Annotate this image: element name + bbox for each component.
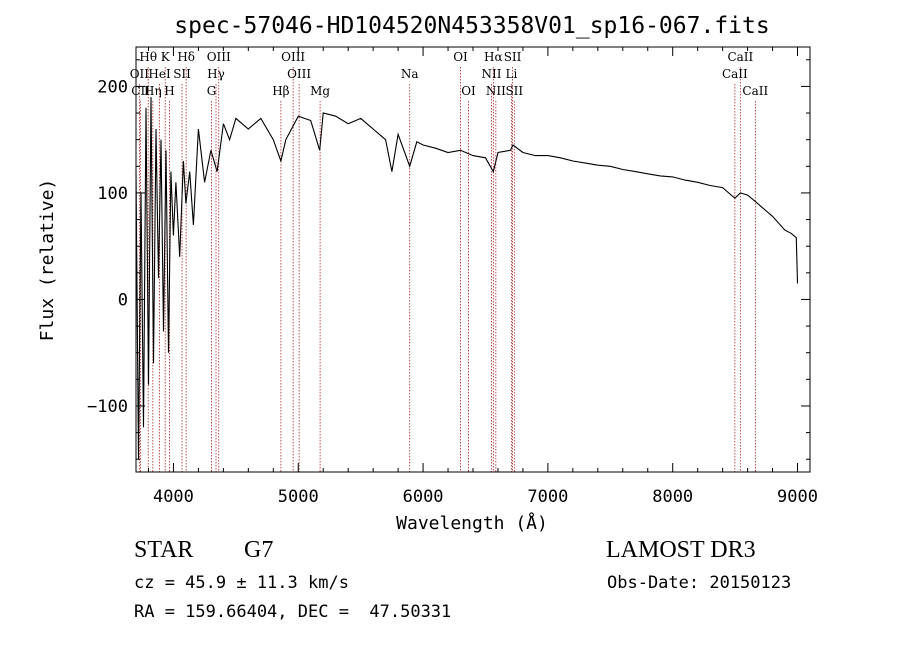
- object-subclass: G7: [244, 537, 274, 563]
- line-label-26: CaII: [722, 67, 748, 81]
- x-tick-label-5: 9000: [777, 487, 818, 507]
- y-tick-label-1: 0: [118, 290, 128, 310]
- object-class: STAR: [134, 537, 194, 563]
- line-label-16: Na: [401, 67, 419, 81]
- y-tick-label-3: 200: [97, 77, 128, 97]
- line-label-0: Hθ: [139, 50, 157, 64]
- line-label-15: Mg: [310, 84, 330, 98]
- ra-dec-coordinates: RA = 159.66404, DEC = 47.50331: [134, 602, 452, 622]
- line-label-11: G: [207, 84, 217, 98]
- line-label-24: SII: [505, 84, 523, 98]
- line-label-7: SII: [173, 67, 191, 81]
- chart-title: spec-57046-HD104520N453358V01_sp16-067.f…: [174, 13, 769, 39]
- redshift-velocity: cz = 45.9 ± 11.3 km/s: [134, 573, 349, 593]
- survey-name: LAMOST DR3: [606, 537, 756, 563]
- line-label-19: Hα: [484, 50, 503, 64]
- line-label-4: HeI: [148, 67, 171, 81]
- line-label-9: OIII: [207, 50, 231, 64]
- x-axis-label: Wavelength (Å): [396, 512, 548, 534]
- line-label-20: NII: [481, 67, 501, 81]
- line-label-23: Li: [506, 67, 518, 81]
- observation-date: Obs-Date: 20150123: [607, 573, 792, 593]
- line-label-1: OII: [130, 67, 150, 81]
- y-tick-label-0: −100: [87, 397, 128, 417]
- x-tick-label-4: 8000: [652, 487, 693, 507]
- line-label-8: Hδ: [177, 50, 195, 64]
- line-label-10: Hγ: [207, 67, 225, 81]
- line-label-14: Hβ: [272, 84, 289, 98]
- line-label-17: OI: [453, 50, 468, 64]
- y-axis-label: Flux (relative): [37, 179, 58, 342]
- line-label-3: K: [161, 50, 171, 64]
- y-tick-label-2: 100: [97, 184, 128, 204]
- x-tick-label-3: 7000: [527, 487, 568, 507]
- line-label-12: OIII: [281, 50, 305, 64]
- x-axis: 4000 5000 6000 7000 8000 9000: [147, 47, 818, 507]
- line-label-21: NII: [486, 84, 506, 98]
- line-label-18: OI: [461, 84, 476, 98]
- line-label-22: SII: [504, 50, 522, 64]
- line-label-13: OIII: [287, 67, 311, 81]
- line-label-5: Hη: [144, 84, 162, 98]
- plot-frame: [135, 46, 811, 473]
- line-label-27: CaII: [742, 84, 768, 98]
- x-tick-label-1: 5000: [278, 487, 319, 507]
- spectrum-line: [135, 97, 799, 460]
- line-label-25: CaII: [727, 50, 753, 64]
- line-label-6: H: [164, 84, 174, 98]
- x-tick-label-0: 4000: [153, 487, 194, 507]
- y-axis: −100 0 100 200: [87, 59, 810, 460]
- x-tick-label-2: 6000: [403, 487, 444, 507]
